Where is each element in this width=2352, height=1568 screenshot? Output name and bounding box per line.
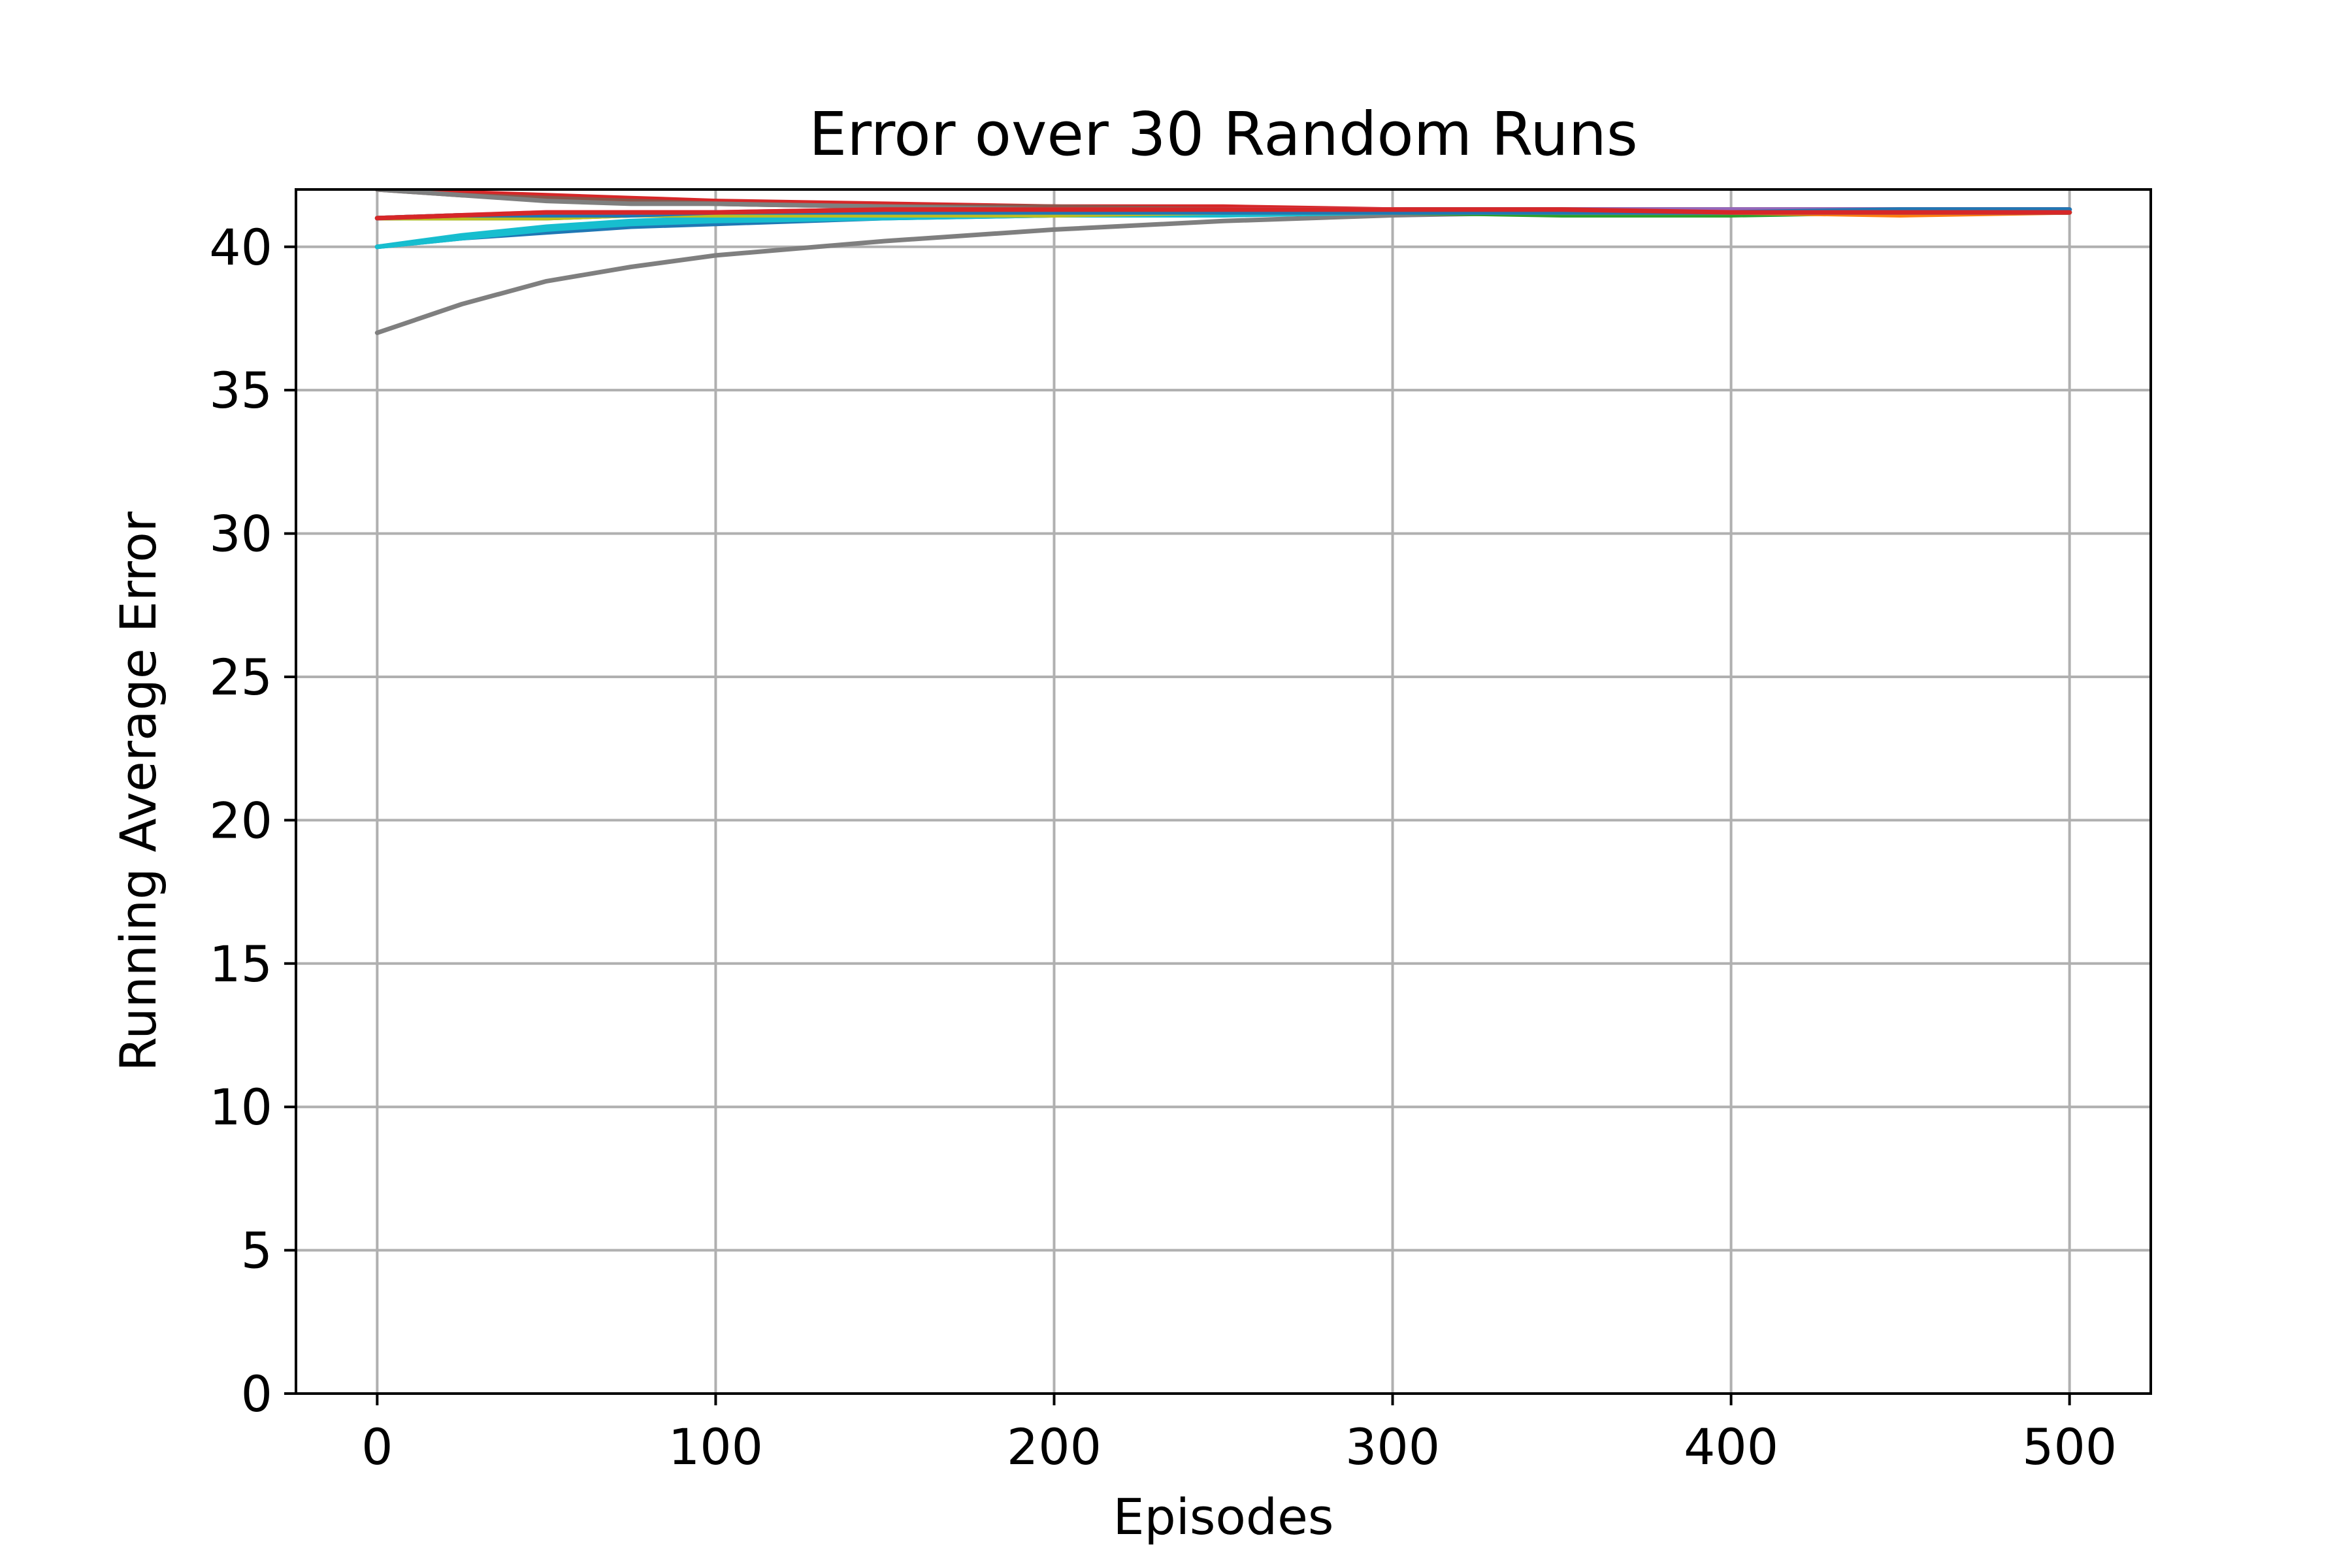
x-tick-label: 500 <box>2022 1418 2117 1476</box>
y-tick-label: 10 <box>209 1078 272 1136</box>
x-tick-label: 300 <box>1345 1418 1440 1476</box>
y-tick-label: 5 <box>241 1222 272 1280</box>
y-tick-label: 20 <box>209 791 272 849</box>
y-axis-label: Running Average Error <box>109 511 167 1071</box>
y-tick-label: 30 <box>209 505 272 563</box>
series-line-15 <box>374 207 2072 221</box>
chart-title: Error over 30 Random Runs <box>809 99 1638 169</box>
y-tick-label: 25 <box>209 648 272 706</box>
y-tick-label: 40 <box>209 218 272 276</box>
y-axis-ticks: 0 5 10 15 20 25 30 35 40 <box>209 218 296 1423</box>
plot-area <box>374 189 2072 335</box>
x-tick-label: 400 <box>1684 1418 1778 1476</box>
y-tick-label: 35 <box>209 361 272 419</box>
x-axis-ticks: 0 100 200 300 400 500 <box>361 1394 2117 1476</box>
x-tick-label: 0 <box>361 1418 393 1476</box>
grid-lines <box>296 189 2151 1395</box>
x-tick-label: 100 <box>668 1418 763 1476</box>
x-axis-label: Episodes <box>1113 1488 1333 1546</box>
y-tick-label: 0 <box>241 1365 272 1423</box>
x-tick-label: 200 <box>1007 1418 1102 1476</box>
y-tick-label: 15 <box>209 935 272 993</box>
series-group <box>374 189 2072 335</box>
axes-frame <box>295 188 2152 1395</box>
